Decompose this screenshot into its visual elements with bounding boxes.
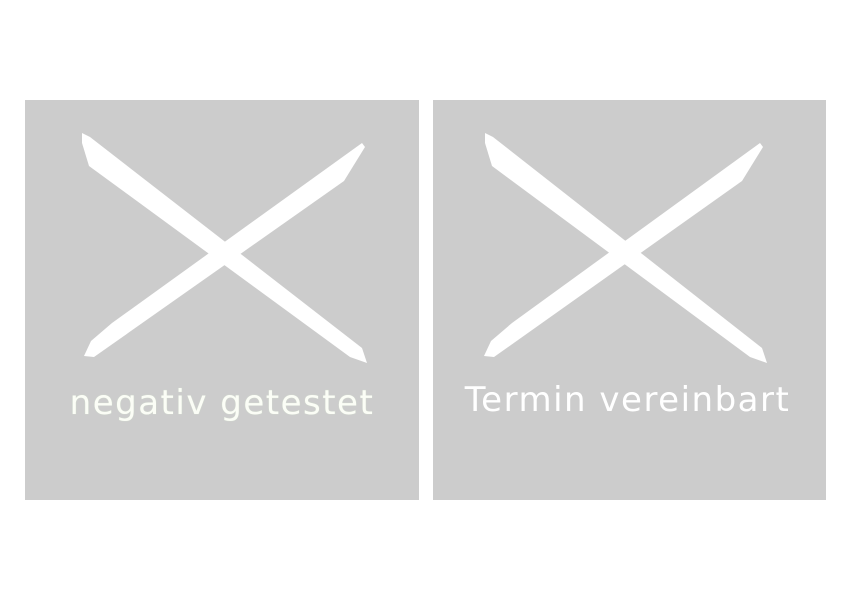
tile-label: Termin vereinbart bbox=[464, 380, 791, 420]
x-icon bbox=[82, 133, 367, 363]
tile-negativ-getestet[interactable]: negativ getestet bbox=[25, 100, 419, 500]
tile-label: negativ getestet bbox=[69, 383, 375, 423]
x-icon bbox=[484, 133, 767, 363]
tile-termin-vereinbart[interactable]: Termin vereinbart bbox=[433, 100, 826, 500]
